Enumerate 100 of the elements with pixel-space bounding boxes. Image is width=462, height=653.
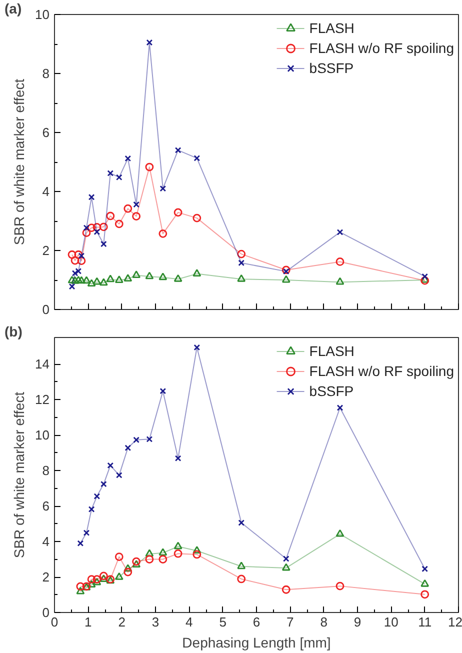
point [114,276,124,284]
point [76,586,85,594]
point [158,555,168,564]
x-tick-label: 6 [252,614,260,630]
point [114,552,124,561]
point [282,275,290,283]
point [160,185,166,192]
point [106,274,115,282]
y-axis-title: SBR of white marker effect [11,78,28,246]
point [92,223,102,232]
x-tick-label: 2 [118,614,126,630]
point [174,147,182,154]
point [420,579,430,587]
point [237,562,246,570]
x-tick-label: 9 [354,614,362,630]
point [174,455,182,462]
point [116,174,122,181]
point [72,270,78,276]
point [132,270,141,278]
point [99,572,108,580]
point [133,201,140,208]
point [68,250,76,259]
point [94,493,100,500]
point [237,250,246,258]
point [83,224,90,231]
x-tick-label: 11 [418,614,432,630]
legend-label: bSSFP [309,382,354,400]
point [422,273,428,280]
point [87,580,96,588]
point [68,283,76,290]
point [174,208,182,217]
y-tick-label: 0 [42,605,50,620]
point [87,224,96,232]
point [100,240,107,248]
point [282,268,290,275]
point [420,590,430,599]
point [174,274,182,282]
point [114,572,124,580]
point [87,279,96,287]
point [77,256,86,266]
point [75,268,82,274]
x-tick-label: 12 [448,614,462,630]
point [238,520,245,526]
point [282,585,290,594]
x-tick-label: 8 [320,614,328,630]
point [82,276,91,284]
y-tick-label: 2 [42,243,50,258]
point [336,529,344,537]
y-tick-label: 8 [42,463,50,478]
point [237,574,246,584]
point [145,549,154,557]
point [92,578,102,586]
point [132,557,141,566]
y-tick-label: 6 [42,498,50,514]
point [70,276,80,284]
point [87,575,96,584]
x-tick-label: 5 [219,614,226,630]
y-tick-label: 4 [42,184,50,199]
text: (b) [4,324,22,340]
point [158,272,168,280]
point [94,228,100,236]
point [116,472,122,478]
point [124,274,132,282]
y-tick-label: 14 [35,356,50,372]
x-axis-title: Dephasing Length [mm] [182,634,331,650]
point [124,568,132,576]
point [145,555,154,564]
point [192,546,202,554]
point [68,276,76,284]
point [158,229,168,238]
point [146,436,153,442]
point [82,228,91,237]
point [158,548,168,556]
point [194,344,200,351]
y-tick-label: 2 [42,570,50,585]
legend-label: bSSFP [309,59,354,77]
x-tick-label: 4 [186,614,193,630]
point [124,444,132,452]
y-axis-title: SBR of white marker effect [11,392,28,558]
point [336,229,344,236]
point [160,388,166,394]
point [124,204,132,213]
point [114,220,124,228]
point [146,39,153,46]
point [107,170,114,176]
point [99,222,108,232]
point [237,274,246,282]
point [282,563,290,571]
point [77,540,84,546]
legend-label: FLASH w/o RF spoiling [309,362,454,380]
point [77,276,86,284]
point [336,258,344,266]
point [106,212,115,220]
legend-label: FLASH [309,342,354,360]
point [107,462,114,469]
point [194,154,200,162]
x-tick-label: 1 [84,614,92,630]
x-tick-label: 10 [384,614,398,630]
point [99,574,108,582]
point [174,542,182,550]
